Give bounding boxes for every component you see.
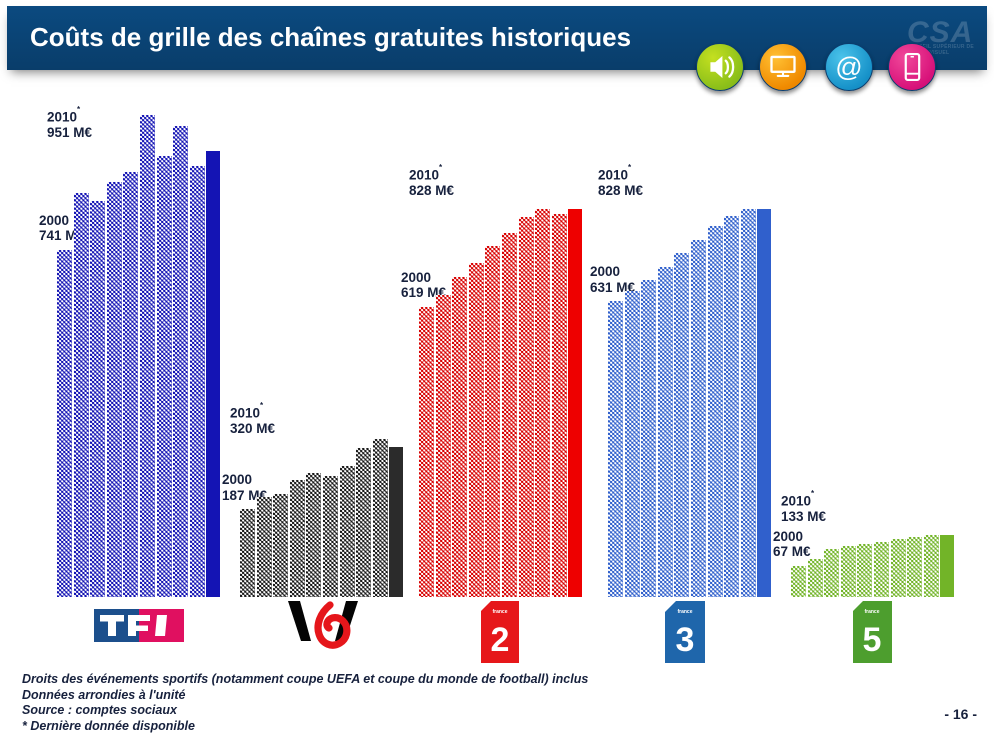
- svg-text:france: france: [492, 609, 507, 615]
- svg-text:5: 5: [863, 621, 882, 659]
- svg-text:2: 2: [491, 621, 510, 659]
- svg-text:france: france: [864, 609, 879, 615]
- svg-text:france: france: [677, 609, 692, 615]
- svg-text:3: 3: [676, 621, 695, 659]
